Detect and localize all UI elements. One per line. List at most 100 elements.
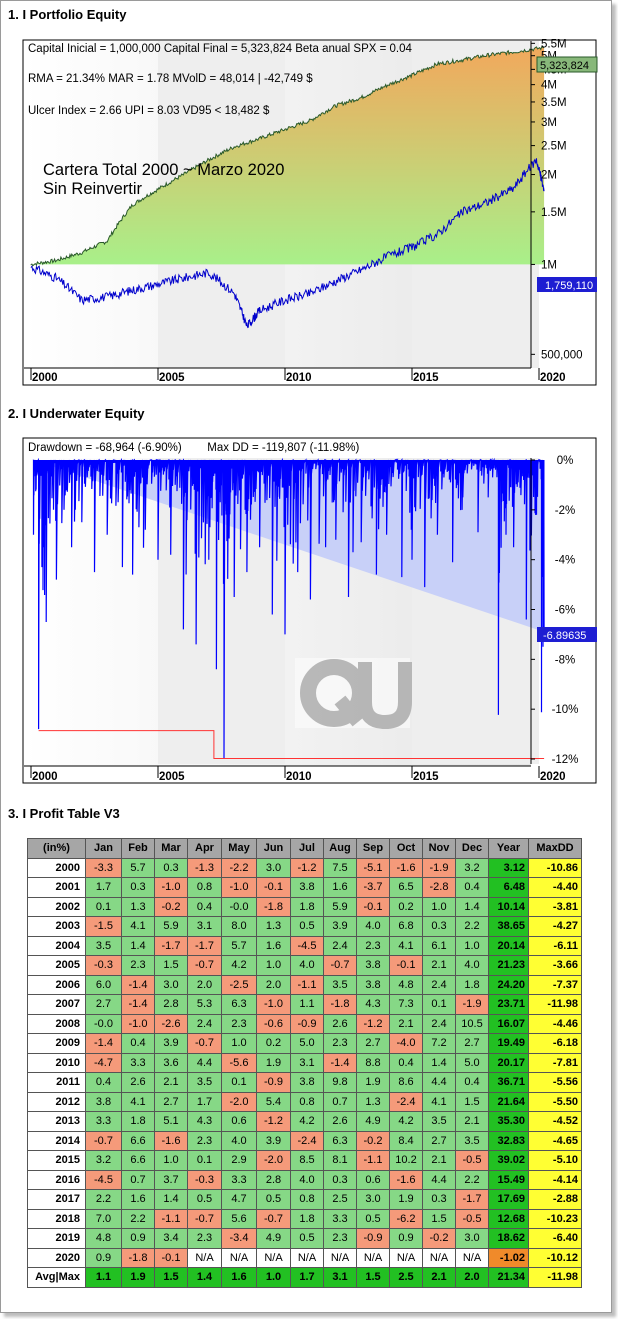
month-return-cell: 3.5 [422,1111,456,1132]
month-return-cell: 5.9 [154,916,188,937]
month-return-cell: 10.5 [455,1013,489,1034]
underwater-info-line: Drawdown = -68,964 (-6.90%) Max DD = -11… [28,442,359,454]
maxdd-cell: -7.37 [528,974,582,995]
month-return-cell: 3.8 [85,1091,122,1112]
month-return-cell: 0.9 [121,1228,155,1249]
month-return-cell: 0.4 [85,1072,122,1093]
month-return-cell: -0.1 [389,955,423,976]
table-row: 2017 2.2 1.6 1.4 0.5 4.7 0.5 0.8 2.5 3.0 1.9 0.3 -1.… [27,1189,582,1210]
equity-chart: 500,0001M1.5M2M2.5M3M3.5M4M4.5M5M5.5M200… [22,38,598,386]
year-return-cell: 36.71 [488,1072,529,1093]
month-return-cell: 1.7 [290,1267,324,1288]
month-return-cell: 3.3 [323,1208,357,1229]
column-header: Jun [256,838,291,859]
maxdd-cell: -5.50 [528,1091,582,1112]
month-return-cell: 2.5 [389,1267,423,1288]
column-header: Aug [323,838,357,859]
month-return-cell: 9.8 [323,1072,357,1093]
month-return-cell: 4.1 [422,1091,456,1112]
month-return-cell: -6.2 [389,1208,423,1229]
equity-overlay-title: Cartera Total 2000 ~ Marzo 2020 [43,161,284,179]
row-year-label: 2015 [27,1150,86,1171]
month-return-cell: -5.6 [221,1052,257,1073]
month-return-cell: 1.0 [256,1267,291,1288]
maxdd-cell: -4.27 [528,916,582,937]
month-return-cell: 0.3 [422,916,456,937]
month-return-cell: 1.5 [356,1267,390,1288]
month-return-cell: 2.0 [455,1267,489,1288]
month-return-cell: 2.8 [154,994,188,1015]
month-return-cell: -0.5 [455,1150,489,1171]
maxdd-cell: -3.81 [528,896,582,917]
month-return-cell: 1.9 [121,1267,155,1288]
underwater-y-tick-label: 0% [557,455,574,467]
month-return-cell: 2.7 [154,1091,188,1112]
year-return-cell: 32.83 [488,1130,529,1151]
year-return-cell: 20.17 [488,1052,529,1073]
table-row: 2019 4.8 0.9 3.4 2.3 -3.4 4.9 0.5 2.3 -0.9 0.9 -0.2… [27,1228,582,1249]
month-return-cell: 2.4 [422,974,456,995]
benchmark-last-value-label: 1,759,110 [545,280,593,292]
maxdd-cell: -10.23 [528,1208,582,1229]
month-return-cell: 6.0 [85,974,122,995]
underwater-x-tick-label: 2005 [159,771,185,783]
month-return-cell: 2.0 [256,974,291,995]
year-return-cell: 19.49 [488,1033,529,1054]
month-return-cell: 7.2 [422,1033,456,1054]
month-return-cell: -2.8 [422,877,456,898]
month-return-cell: -0.7 [187,955,222,976]
month-return-cell: 5.3 [187,994,222,1015]
row-year-label: 2002 [27,896,86,917]
month-return-cell: 2.4 [422,1013,456,1034]
month-return-cell: -0.7 [323,955,357,976]
month-return-cell: -0.9 [290,1013,324,1034]
month-return-cell: 0.2 [389,896,423,917]
month-return-cell: -1.0 [121,1013,155,1034]
year-return-cell: 15.49 [488,1169,529,1190]
month-return-cell: -1.8 [256,896,291,917]
month-return-cell: -1.3 [187,857,222,878]
maxdd-cell: -11.98 [528,994,582,1015]
row-year-label: 2014 [27,1130,86,1151]
month-return-cell: 5.4 [256,1091,291,1112]
month-return-cell: N/A [256,1247,291,1268]
month-return-cell: 4.4 [422,1169,456,1190]
column-header: (in%) [27,838,86,859]
month-return-cell: -2.4 [290,1130,324,1151]
month-return-cell: -4.5 [85,1169,122,1190]
drawdown-series [32,457,545,759]
month-return-cell: 6.6 [121,1130,155,1151]
underwater-y-tick-label: -4% [555,555,575,567]
table-row: 2000 -3.3 5.7 0.3 -1.3 -2.2 3.0 -1.2 7.5 -5.1 -1.6… [27,857,582,878]
table-row: 2001 1.7 0.3 -1.0 0.8 -1.0 -0.1 3.8 1.6 -3.7 6.5 -2… [27,877,582,898]
month-return-cell: 4.4 [187,1052,222,1073]
month-return-cell: 0.4 [389,1052,423,1073]
underwater-last-value-label: -6.89635 [543,630,586,642]
month-return-cell: -4.0 [389,1033,423,1054]
maxdd-cell: -4.14 [528,1169,582,1190]
equity-y-tick-label: 4M [541,80,557,92]
month-return-cell: 4.8 [389,974,423,995]
month-return-cell: 8.0 [221,916,257,937]
equity-y-tick-label: 3.5M [541,97,567,109]
year-return-cell: 6.48 [488,877,529,898]
month-return-cell: 2.3 [323,1228,357,1249]
month-return-cell: 0.8 [290,1091,324,1112]
month-return-cell: 3.2 [85,1150,122,1171]
month-return-cell: 6.3 [323,1130,357,1151]
month-return-cell: -0.5 [455,1208,489,1229]
underwater-y-tick-label: -10% [552,704,579,716]
equity-y-tick-label: 1.5M [541,207,567,219]
row-year-label: 2010 [27,1052,86,1073]
month-return-cell: 0.5 [356,1208,390,1229]
month-return-cell: 3.1 [187,916,222,937]
month-return-cell: -1.4 [121,994,155,1015]
section-title-underwater: 2. I Underwater Equity [8,406,145,421]
month-return-cell: -1.0 [154,877,188,898]
month-return-cell: 2.6 [121,1072,155,1093]
month-return-cell: 3.1 [323,1267,357,1288]
month-return-cell: 2.3 [323,1033,357,1054]
month-return-cell: 3.5 [323,974,357,995]
month-return-cell: 1.4 [422,1052,456,1073]
year-return-cell: 21.23 [488,955,529,976]
